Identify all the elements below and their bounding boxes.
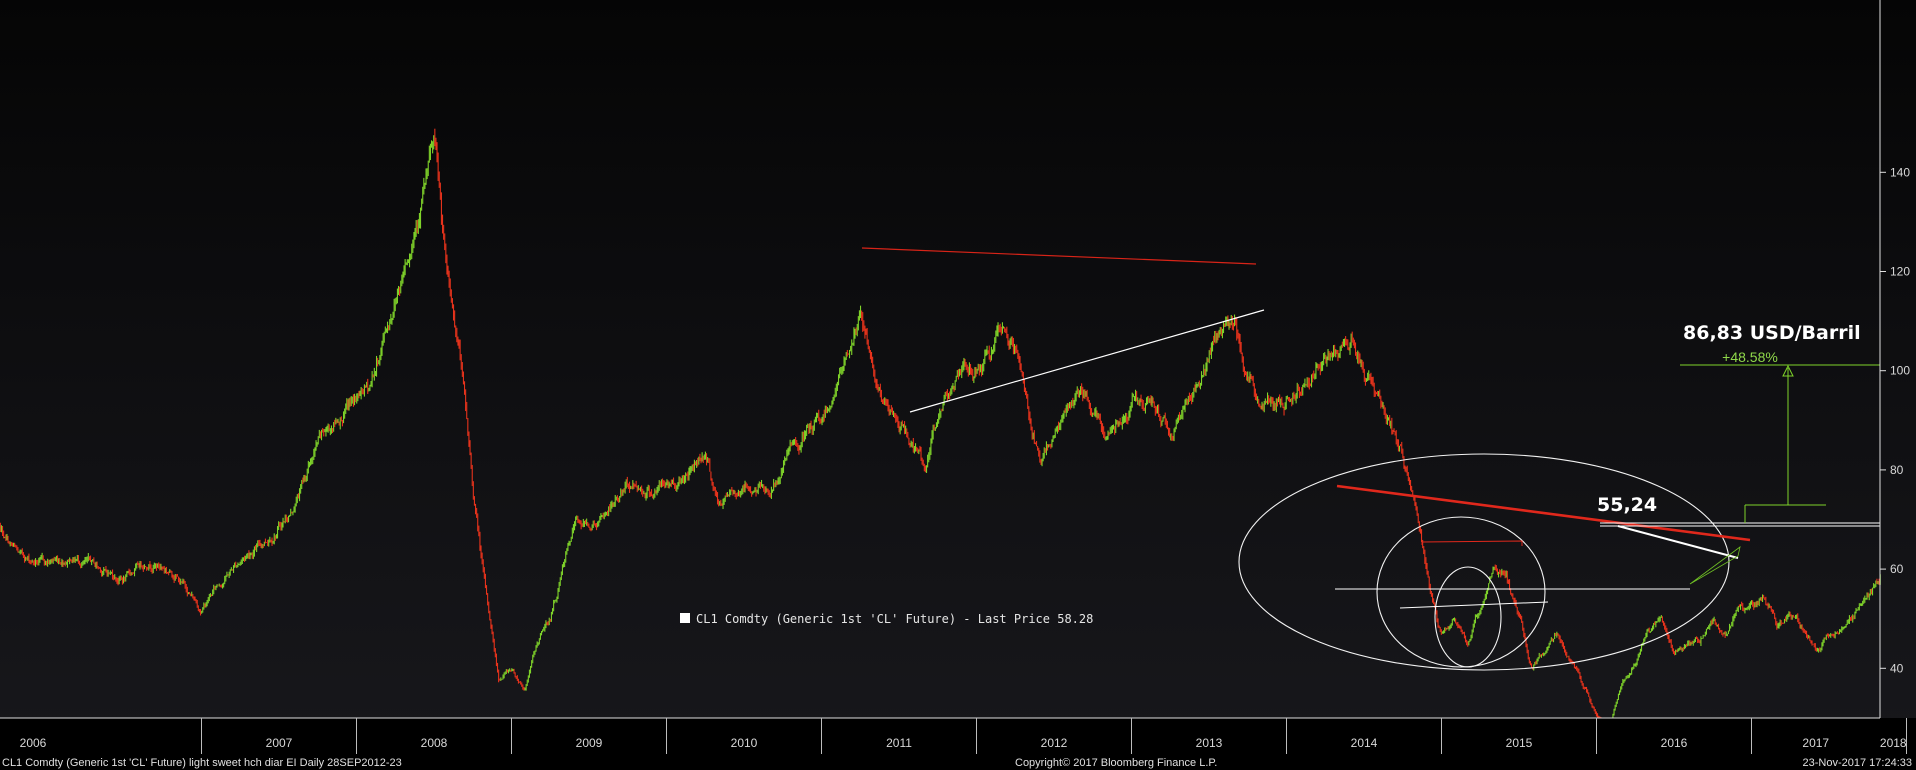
support-line-2012-2014 (909, 309, 1265, 413)
x-tick-label: 2012 (1041, 736, 1068, 750)
projection-arrowhead (1782, 364, 1794, 377)
pattern-ellipse-middle (1376, 516, 1546, 668)
y-axis: 20406080100120140 (1879, 0, 1910, 770)
x-tick-label: 2015 (1506, 736, 1533, 750)
x-tick-label: 2013 (1196, 736, 1223, 750)
target-pct-label: +48.58% (1722, 349, 1778, 365)
legend-label: CL1 Comdty (Generic 1st 'CL' Future) - L… (696, 612, 1093, 626)
y-tick-label: 40 (1890, 661, 1904, 675)
candle-series (0, 128, 1881, 731)
shoulder-box (1421, 540, 1523, 546)
x-tick-label: 2008 (421, 736, 448, 750)
y-tick-label: 140 (1890, 165, 1910, 179)
neckline-price-label: 55,24 (1597, 494, 1657, 516)
head-box-bottom (1399, 601, 1549, 609)
x-tick-label: 2010 (731, 736, 758, 750)
technical-annotations: 86,83 USD/Barril +48.58% 55,24 (861, 247, 1880, 671)
x-tick-label: 2018 (1880, 736, 1907, 750)
x-tick-label: 2007 (266, 736, 293, 750)
descending-resistance-line (1336, 484, 1751, 542)
x-axis: 2006 2007 2008 2009 2010 2011 2012 2013 2014 2015… (0, 717, 1916, 756)
resistance-line-2012-2014 (861, 247, 1257, 265)
y-tick-label: 60 (1890, 562, 1904, 576)
pattern-ellipse-inner (1434, 566, 1502, 668)
x-tick-label: 2009 (576, 736, 603, 750)
y-tick-label: 120 (1890, 265, 1910, 279)
footer: CL1 Comdty (Generic 1st 'CL' Future) lig… (0, 754, 1916, 770)
x-tick-label: 2016 (1661, 736, 1688, 750)
short-downtrend-line-2017 (1617, 525, 1739, 559)
y-tick-label: 100 (1890, 364, 1910, 378)
pattern-ellipse-outer (1238, 453, 1730, 671)
green-triangle-pattern (1689, 546, 1741, 585)
x-tick-label: 2017 (1802, 736, 1829, 750)
x-tick-label: 2014 (1351, 736, 1378, 750)
footer-center: Copyright© 2017 Bloomberg Finance L.P. (1015, 757, 1217, 769)
x-tick-label: 2006 (20, 736, 47, 750)
footer-left: CL1 Comdty (Generic 1st 'CL' Future) lig… (2, 757, 402, 769)
legend-swatch (680, 613, 690, 623)
legend: CL1 Comdty (Generic 1st 'CL' Future) - L… (680, 612, 1093, 626)
footer-right: 23-Nov-2017 17:24:33 (1803, 757, 1912, 769)
target-price-label: 86,83 USD/Barril (1683, 322, 1861, 344)
footer-band (0, 754, 1916, 770)
x-tick-label: 2011 (886, 736, 912, 750)
y-tick-label: 80 (1890, 463, 1904, 477)
